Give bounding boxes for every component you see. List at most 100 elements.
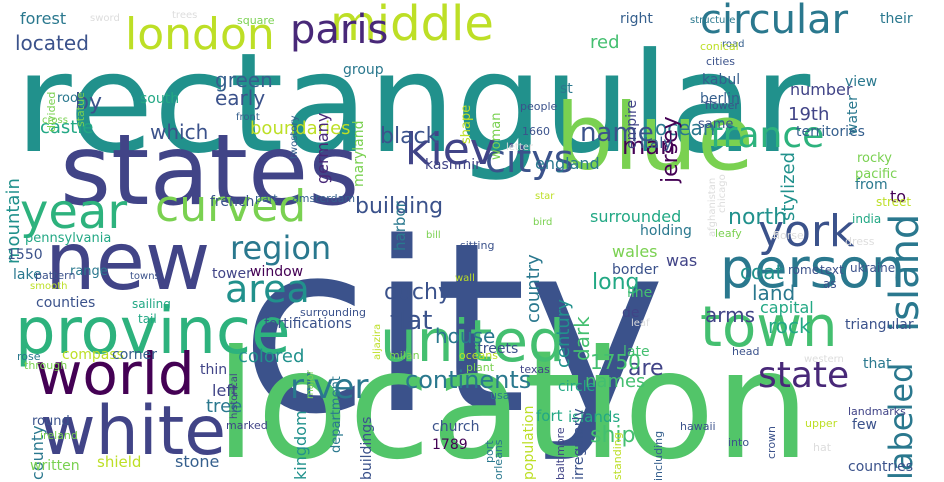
word-dark: dark xyxy=(570,316,594,361)
word-white: white xyxy=(40,392,227,471)
word-bird: bird xyxy=(533,217,553,228)
word-states: states xyxy=(60,114,360,228)
word-triangular: triangular xyxy=(845,317,914,333)
word-red: red xyxy=(590,32,620,53)
word-state: state xyxy=(758,355,850,396)
word-which: which xyxy=(150,120,209,144)
word-kabul: kabul xyxy=(702,72,741,88)
word-islands: islands xyxy=(568,408,621,426)
word-same: same xyxy=(698,117,734,132)
word-long: long xyxy=(592,270,640,295)
word-road: road xyxy=(722,39,745,50)
word-capital: capital xyxy=(760,298,814,317)
word-river: river xyxy=(290,367,369,407)
word-leafy: leafy xyxy=(715,227,742,240)
word-text: text xyxy=(820,263,844,277)
word-black: black xyxy=(380,124,439,149)
word-woman: woman xyxy=(489,112,504,160)
word-baltimore: baltimore xyxy=(554,427,567,480)
word-structure: structure xyxy=(690,15,736,26)
word-located: located xyxy=(15,31,89,55)
word-corner: corner xyxy=(112,347,158,363)
word-names: names xyxy=(585,371,646,392)
word-19th: 19th xyxy=(788,104,830,125)
word-year: year xyxy=(20,184,128,240)
word-round: round xyxy=(32,414,70,429)
word-group: group xyxy=(343,62,384,78)
word-usa: usa xyxy=(490,389,510,402)
word-boundaries: boundaries xyxy=(250,118,351,139)
word-upper: upper xyxy=(805,417,838,430)
word-shape: shape xyxy=(459,104,474,144)
word-continents: continents xyxy=(405,366,532,394)
word-horse: horse xyxy=(773,229,804,242)
word-tail: tail xyxy=(138,312,157,326)
word-shield: shield xyxy=(97,453,142,471)
word-lake: lake xyxy=(13,267,42,283)
word-france: france xyxy=(710,115,825,156)
word-are: are xyxy=(628,356,664,381)
word-landmarks: landmarks xyxy=(848,405,906,418)
word-united: united xyxy=(380,307,565,375)
word-north: north xyxy=(728,205,788,230)
word-window: window xyxy=(250,264,304,280)
word-early: early xyxy=(215,86,266,110)
word-french: french xyxy=(210,194,255,210)
word-countries: countries xyxy=(848,459,914,475)
word-circular: circular xyxy=(700,0,849,43)
word-town: town xyxy=(700,295,838,360)
word-number: number xyxy=(790,80,853,99)
word-surrounding: surrounding xyxy=(300,306,366,319)
word-roof: roof xyxy=(57,91,83,106)
word-front: front xyxy=(236,112,260,123)
word-1750: 1750 xyxy=(590,350,641,374)
word-letter: letter xyxy=(506,142,534,153)
word-marked: marked xyxy=(226,419,268,432)
word-church: church xyxy=(432,419,480,435)
word-star: star xyxy=(535,191,555,202)
word-square: square xyxy=(237,14,275,27)
word-india: india xyxy=(852,212,882,226)
word-chicago: chicago xyxy=(717,174,728,213)
word-st: st xyxy=(560,81,573,97)
word-fort: fort xyxy=(536,407,563,425)
word-1789: 1789 xyxy=(432,437,468,453)
word-buildings: buildings xyxy=(359,416,375,480)
word-rocky: rocky xyxy=(857,151,892,166)
word-plant: plant xyxy=(466,361,495,374)
word-that: that xyxy=(863,356,892,372)
word-crown: crown xyxy=(765,425,778,459)
word-few: few xyxy=(852,417,877,433)
word-view: view xyxy=(845,74,878,90)
word-ocean: ocean xyxy=(655,116,716,140)
word-duchy: duchy xyxy=(384,280,451,305)
word-orleans: orleans xyxy=(492,439,505,480)
word-department: department xyxy=(329,376,344,453)
word-kashmir: kashmir xyxy=(425,157,481,173)
word-right: right xyxy=(620,11,653,27)
word-population: population xyxy=(521,405,537,481)
word-location: location xyxy=(215,319,811,482)
word-sailing: sailing xyxy=(132,297,171,311)
word-city: city xyxy=(240,193,666,466)
word-streets: streets xyxy=(470,341,519,357)
word-through: through xyxy=(24,359,68,372)
word-as: as xyxy=(823,277,837,291)
word-milan: milan xyxy=(389,349,420,362)
word-sword: sword xyxy=(90,13,120,24)
word-left: left xyxy=(212,381,238,400)
word-england: england xyxy=(535,154,600,173)
word-tower: tower xyxy=(212,266,252,282)
word-cross: cross xyxy=(42,115,68,126)
word-person: person xyxy=(720,237,906,300)
word-texas: texas xyxy=(520,363,550,376)
word-stone: stone xyxy=(175,452,220,471)
word-wales: wales xyxy=(612,242,658,261)
word-man: man xyxy=(622,132,676,160)
word-water: water xyxy=(845,95,861,135)
word-1660: 1660 xyxy=(522,125,550,138)
word-from: from xyxy=(855,177,888,193)
word-conical: conical xyxy=(700,40,739,53)
word-york: york xyxy=(758,206,855,257)
word-border: border xyxy=(612,262,659,278)
